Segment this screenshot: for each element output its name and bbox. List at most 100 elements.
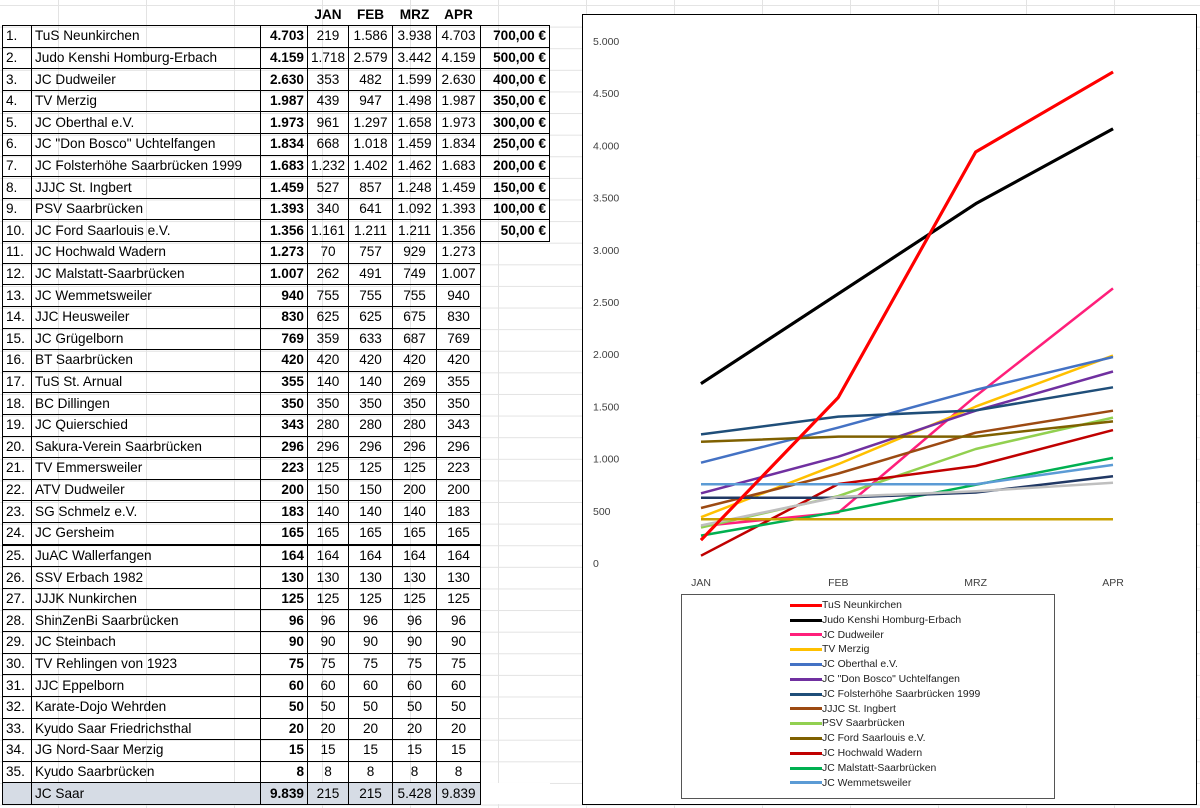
- series-line-2[interactable]: [700, 127, 1114, 385]
- prize-cell[interactable]: 300,00 €: [480, 111, 551, 135]
- rank-cell[interactable]: 10.: [2, 219, 32, 243]
- total-cell[interactable]: 20: [260, 717, 308, 741]
- feb-cell[interactable]: 15: [348, 739, 394, 762]
- apr-cell[interactable]: 1.459: [436, 176, 482, 199]
- total-cell[interactable]: 420: [260, 349, 308, 372]
- total-cell[interactable]: 296: [260, 435, 308, 459]
- apr-cell[interactable]: 130: [436, 566, 482, 589]
- apr-cell[interactable]: 4.159: [436, 46, 482, 70]
- apr-cell[interactable]: 15: [436, 739, 482, 762]
- rank-cell[interactable]: 33.: [2, 717, 32, 741]
- mrz-cell[interactable]: 755: [392, 284, 438, 307]
- total-cell[interactable]: 343: [260, 413, 308, 437]
- jan-cell[interactable]: 439: [306, 89, 350, 113]
- jan-cell[interactable]: 90: [306, 631, 350, 654]
- apr-cell[interactable]: 223: [436, 457, 482, 480]
- club-name-cell[interactable]: JC Grügelborn: [31, 327, 261, 351]
- mrz-cell[interactable]: 200: [392, 478, 438, 502]
- club-name-cell[interactable]: TV Merzig: [31, 89, 261, 113]
- prize-cell[interactable]: [481, 588, 550, 610]
- jan-cell[interactable]: 15: [306, 739, 350, 762]
- legend-item[interactable]: TuS Neunkirchen: [790, 599, 902, 614]
- header-apr[interactable]: APR: [444, 7, 473, 22]
- prize-cell[interactable]: [481, 567, 550, 589]
- rank-cell[interactable]: 30.: [2, 652, 32, 676]
- prize-cell[interactable]: [481, 740, 550, 762]
- prize-cell[interactable]: [481, 610, 550, 632]
- jan-cell[interactable]: 75: [306, 652, 350, 676]
- feb-cell[interactable]: 50: [348, 695, 394, 719]
- apr-cell[interactable]: 2.630: [436, 68, 482, 91]
- feb-cell[interactable]: 96: [348, 609, 394, 633]
- feb-cell[interactable]: 164: [348, 543, 394, 568]
- prize-cell[interactable]: [481, 653, 550, 675]
- club-name-cell[interactable]: JJJK Nunkirchen: [31, 587, 261, 611]
- jan-cell[interactable]: 668: [306, 133, 350, 156]
- jan-cell[interactable]: 527: [306, 176, 350, 199]
- total-cell[interactable]: 183: [260, 500, 308, 524]
- jan-cell[interactable]: 350: [306, 392, 350, 415]
- mrz-cell[interactable]: 164: [392, 543, 438, 568]
- total-cell[interactable]: 164: [260, 543, 308, 568]
- chart-legend[interactable]: TuS Neunkirchen Judo Kenshi Homburg-Erbac…: [681, 594, 1055, 799]
- apr-cell[interactable]: 830: [436, 305, 482, 329]
- prize-cell[interactable]: [481, 718, 550, 740]
- rank-cell[interactable]: 5.: [2, 111, 32, 135]
- legend-item[interactable]: JC Ford Saarlouis e.V.: [790, 732, 926, 747]
- total-cell[interactable]: 1.459: [260, 176, 308, 199]
- total-apr-cell[interactable]: 9.839: [436, 782, 482, 805]
- feb-cell[interactable]: 857: [348, 176, 394, 199]
- club-name-cell[interactable]: TV Emmersweiler: [31, 457, 261, 480]
- mrz-cell[interactable]: 20: [392, 717, 438, 741]
- prize-cell[interactable]: 50,00 €: [480, 219, 551, 243]
- mrz-cell[interactable]: 140: [392, 500, 438, 524]
- total-cell[interactable]: 96: [260, 609, 308, 633]
- prize-cell[interactable]: [481, 696, 550, 718]
- rank-cell[interactable]: 28.: [2, 609, 32, 633]
- club-name-cell[interactable]: BT Saarbrücken: [31, 349, 261, 372]
- mrz-cell[interactable]: 420: [392, 349, 438, 372]
- club-name-cell[interactable]: JuAC Wallerfangen: [31, 543, 261, 568]
- rank-cell[interactable]: 6.: [2, 133, 32, 156]
- feb-cell[interactable]: 1.211: [348, 219, 394, 243]
- feb-cell[interactable]: 641: [348, 197, 394, 221]
- total-jan-cell[interactable]: 215: [306, 782, 350, 805]
- feb-cell[interactable]: 150: [348, 478, 394, 502]
- series-line-13[interactable]: [701, 463, 1114, 486]
- feb-cell[interactable]: 1.586: [348, 25, 394, 48]
- jan-cell[interactable]: 8: [306, 760, 350, 784]
- club-name-cell[interactable]: JC "Don Bosco" Uchtelfangen: [31, 133, 261, 156]
- total-cell[interactable]: 223: [260, 457, 308, 480]
- prize-cell[interactable]: 100,00 €: [480, 197, 551, 221]
- club-name-cell[interactable]: Judo Kenshi Homburg-Erbach: [31, 46, 261, 70]
- mrz-cell[interactable]: 130: [392, 566, 438, 589]
- rank-cell[interactable]: 14.: [2, 305, 32, 329]
- club-name-cell[interactable]: Sakura-Verein Saarbrücken: [31, 435, 261, 459]
- apr-cell[interactable]: 769: [436, 327, 482, 351]
- club-name-cell[interactable]: JG Nord-Saar Merzig: [31, 739, 261, 762]
- club-name-cell[interactable]: JC Quierschied: [31, 413, 261, 437]
- jan-cell[interactable]: 219: [306, 25, 350, 48]
- total-cell[interactable]: 1.834: [260, 133, 308, 156]
- feb-cell[interactable]: 90: [348, 631, 394, 654]
- mrz-cell[interactable]: 1.248: [392, 176, 438, 199]
- series-line-6[interactable]: [700, 370, 1114, 495]
- total-feb-cell[interactable]: 215: [348, 782, 394, 805]
- mrz-cell[interactable]: 75: [392, 652, 438, 676]
- club-name-cell[interactable]: BC Dillingen: [31, 392, 261, 415]
- mrz-cell[interactable]: 3.442: [392, 46, 438, 70]
- rank-cell[interactable]: 22.: [2, 478, 32, 502]
- prize-cell[interactable]: 200,00 €: [480, 154, 551, 178]
- total-cell[interactable]: 8: [260, 760, 308, 784]
- feb-cell[interactable]: 491: [348, 262, 394, 286]
- jan-cell[interactable]: 280: [306, 413, 350, 437]
- feb-cell[interactable]: 125: [348, 587, 394, 611]
- total-cell[interactable]: 15: [260, 739, 308, 762]
- mrz-cell[interactable]: 687: [392, 327, 438, 351]
- rank-cell[interactable]: 4.: [2, 89, 32, 113]
- total-cell[interactable]: 50: [260, 695, 308, 719]
- feb-cell[interactable]: 20: [348, 717, 394, 741]
- prize-cell[interactable]: [481, 436, 550, 458]
- club-name-cell[interactable]: JJC Eppelborn: [31, 674, 261, 697]
- total-cell[interactable]: 1.356: [260, 219, 308, 243]
